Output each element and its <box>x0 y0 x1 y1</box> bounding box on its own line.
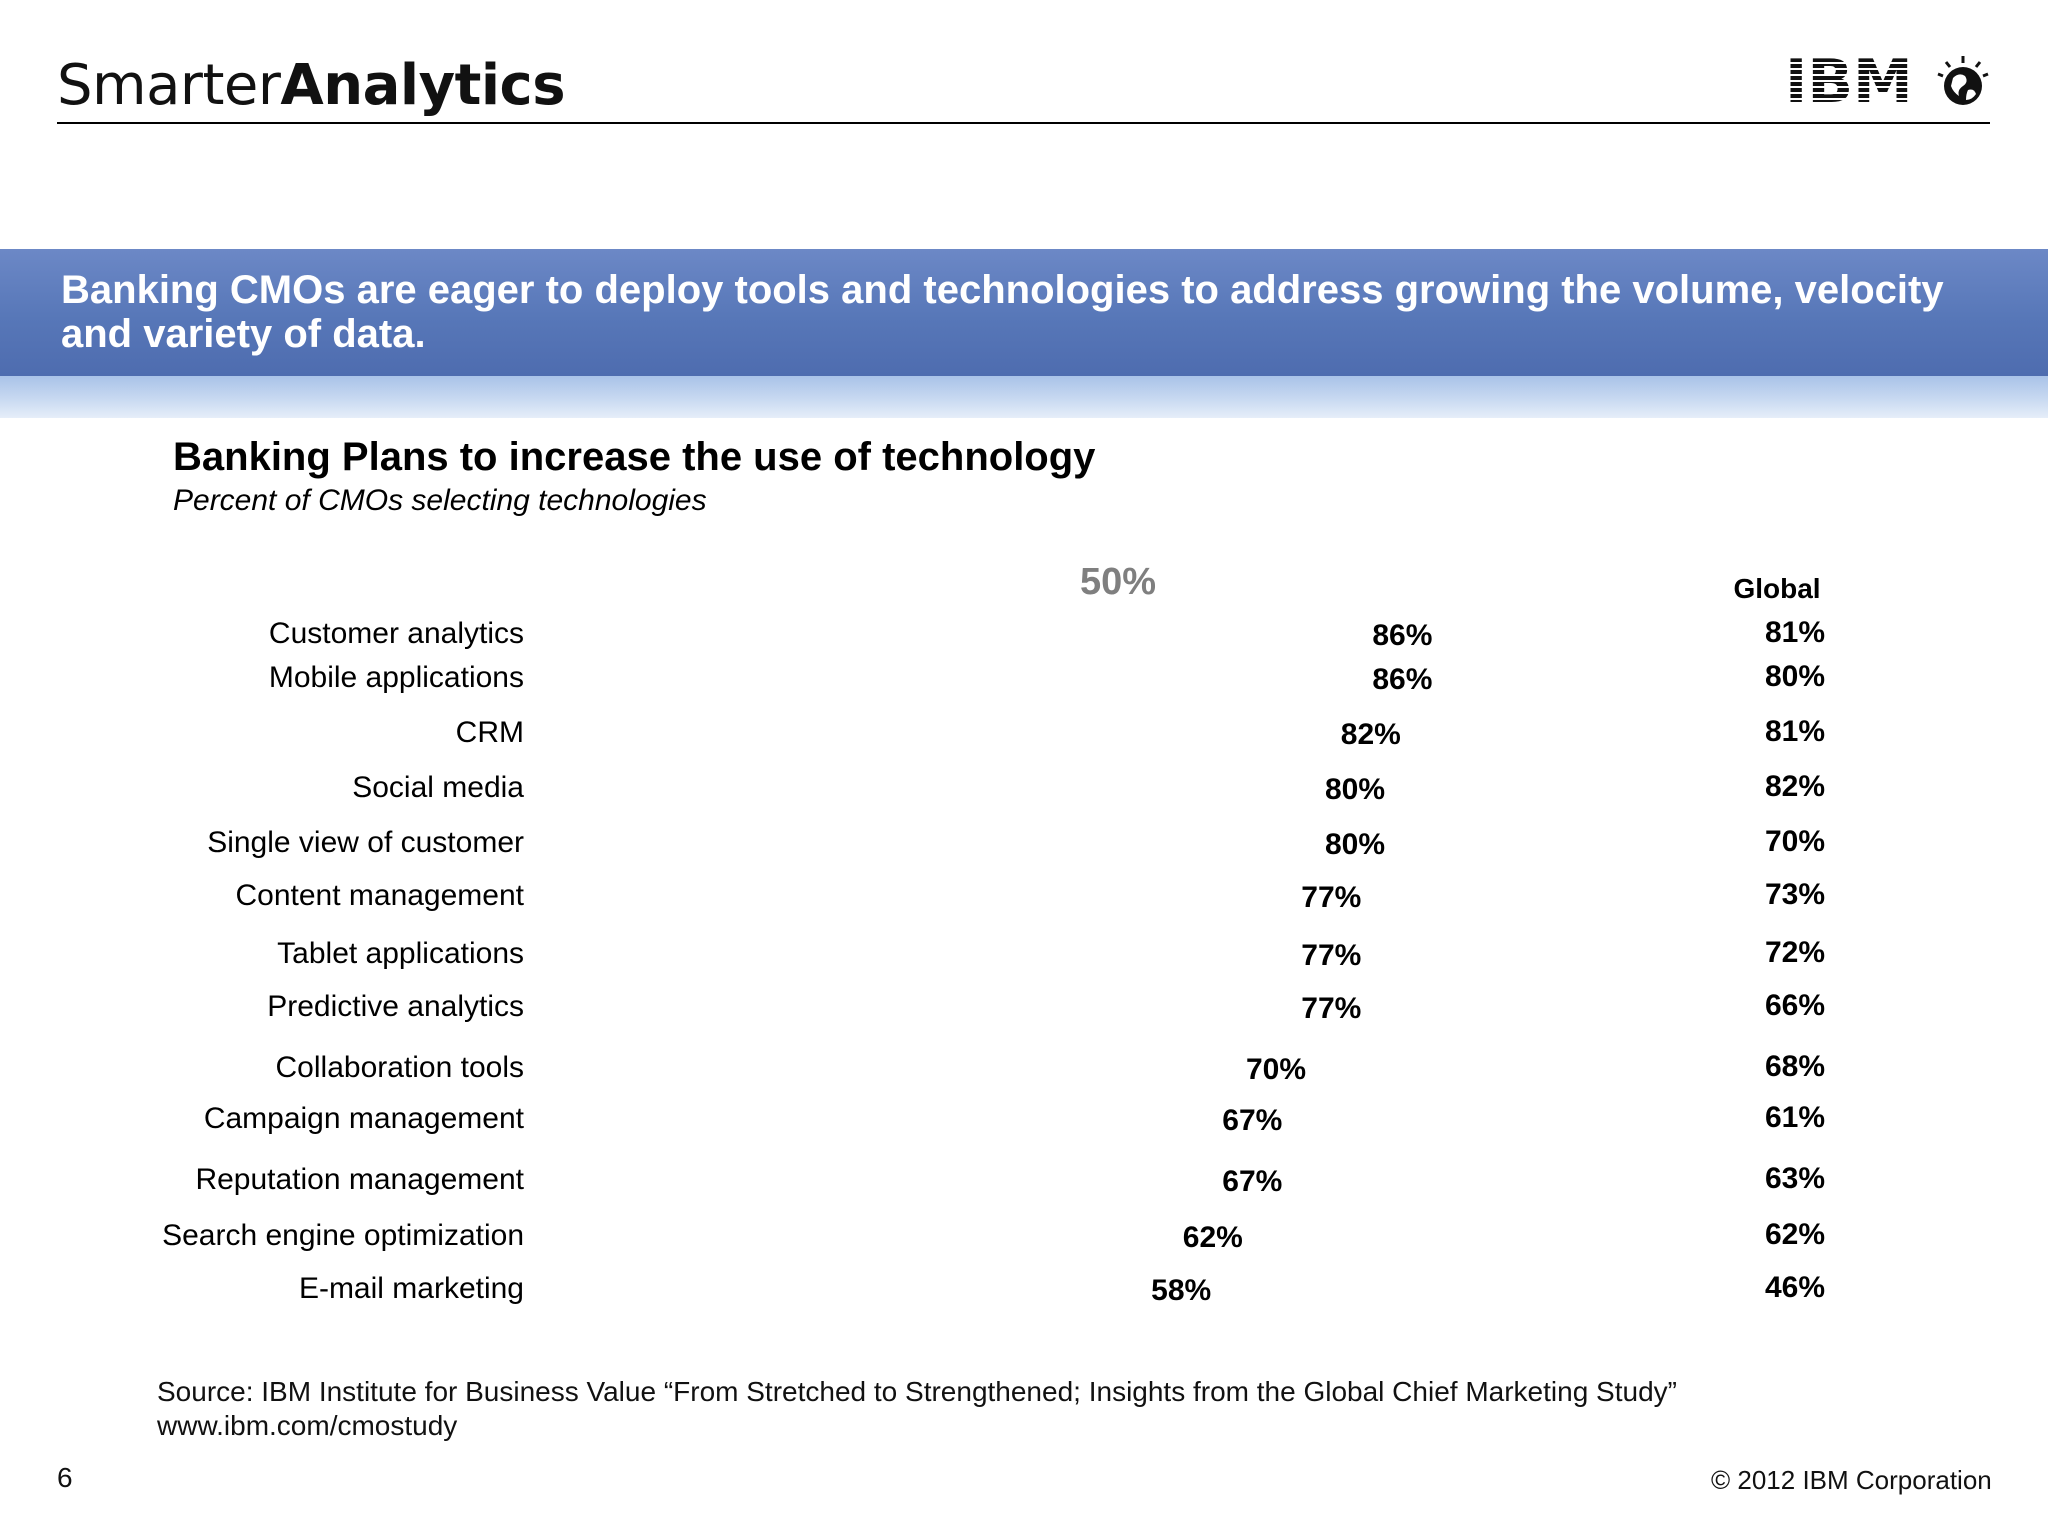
ibm-logo: IBM <box>1785 52 1989 112</box>
banking-value-label: 80% <box>1325 773 1385 806</box>
copyright: © 2012 IBM Corporation <box>1711 1465 1992 1495</box>
category-label: Social media <box>352 771 524 804</box>
banking-value-label: 80% <box>1325 828 1385 861</box>
category-label: Campaign management <box>204 1102 525 1135</box>
banking-value-label: 77% <box>1301 881 1361 914</box>
banking-value-label: 77% <box>1301 992 1361 1025</box>
globe-icon <box>1937 56 1989 105</box>
global-value-label: 62% <box>1765 1218 1825 1251</box>
page-number: 6 <box>57 1462 73 1493</box>
reference-label-50: 50% <box>1080 561 1156 603</box>
category-label: CRM <box>456 716 524 749</box>
category-label: Mobile applications <box>269 661 524 694</box>
global-value-label: 81% <box>1765 616 1825 649</box>
global-value-label: 70% <box>1765 825 1825 858</box>
banking-value-label: 62% <box>1183 1221 1243 1254</box>
source-link[interactable]: www.ibm.com/cmostudy <box>157 1410 458 1441</box>
category-label: Customer analytics <box>269 617 524 650</box>
global-value-label: 66% <box>1765 989 1825 1022</box>
category-label: E-mail marketing <box>299 1272 524 1305</box>
category-label: Search engine optimization <box>162 1219 524 1252</box>
title-banner <box>0 249 2048 376</box>
global-value-label: 81% <box>1765 715 1825 748</box>
global-column-header: Global <box>1733 573 1820 604</box>
global-value-label: 63% <box>1765 1162 1825 1195</box>
global-value-label: 73% <box>1765 878 1825 911</box>
banking-value-label: 86% <box>1372 663 1432 696</box>
ibm-wordmark: IBM <box>1785 52 1913 112</box>
category-label: Predictive analytics <box>267 990 524 1023</box>
global-value-label: 68% <box>1765 1050 1825 1083</box>
global-value-label: 72% <box>1765 936 1825 969</box>
banking-value-label: 86% <box>1372 619 1432 652</box>
banner-underline-band <box>0 376 2048 418</box>
category-label: Single view of customer <box>207 826 524 859</box>
global-value-label: 82% <box>1765 770 1825 803</box>
category-label: Tablet applications <box>277 937 524 970</box>
banner-title: Banking CMOs are eager to deploy tools a… <box>61 268 1944 356</box>
smarter-analytics-logo: SmarterAnalytics <box>57 52 566 118</box>
global-value-label: 61% <box>1765 1101 1825 1134</box>
category-label: Content management <box>235 879 524 912</box>
chart-subtitle: Percent of CMOs selecting technologies <box>173 484 707 517</box>
source-note: Source: IBM Institute for Business Value… <box>157 1375 1677 1443</box>
banking-value-label: 67% <box>1222 1104 1282 1137</box>
banking-value-label: 70% <box>1246 1053 1306 1086</box>
header-divider <box>57 122 1990 124</box>
banking-value-label: 77% <box>1301 939 1361 972</box>
category-label: Reputation management <box>195 1163 524 1196</box>
brand-light-text: Smarter <box>57 53 281 118</box>
chart-title: Banking Plans to increase the use of tec… <box>173 435 1096 479</box>
global-value-label: 46% <box>1765 1271 1825 1304</box>
category-label: Collaboration tools <box>276 1051 524 1084</box>
brand-bold-text: Analytics <box>280 53 566 118</box>
banking-value-label: 58% <box>1151 1274 1211 1307</box>
global-value-label: 80% <box>1765 660 1825 693</box>
banking-value-label: 67% <box>1222 1165 1282 1198</box>
banking-value-label: 82% <box>1341 718 1401 751</box>
source-line-1: Source: IBM Institute for Business Value… <box>157 1376 1677 1407</box>
